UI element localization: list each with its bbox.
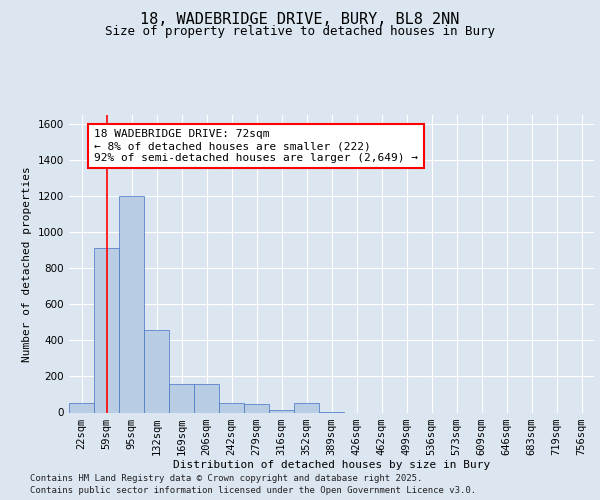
Bar — [119, 196, 144, 412]
Text: Contains public sector information licensed under the Open Government Licence v3: Contains public sector information licen… — [30, 486, 476, 495]
Bar — [294, 404, 319, 412]
Text: Contains HM Land Registry data © Crown copyright and database right 2025.: Contains HM Land Registry data © Crown c… — [30, 474, 422, 483]
Bar — [269, 410, 294, 412]
Text: 18, WADEBRIDGE DRIVE, BURY, BL8 2NN: 18, WADEBRIDGE DRIVE, BURY, BL8 2NN — [140, 12, 460, 28]
Bar — [244, 404, 269, 412]
Bar — [94, 248, 119, 412]
Bar — [194, 384, 219, 412]
Bar — [219, 402, 244, 412]
Text: 18 WADEBRIDGE DRIVE: 72sqm
← 8% of detached houses are smaller (222)
92% of semi: 18 WADEBRIDGE DRIVE: 72sqm ← 8% of detac… — [94, 130, 418, 162]
Bar — [144, 330, 169, 412]
Y-axis label: Number of detached properties: Number of detached properties — [22, 166, 32, 362]
Text: Size of property relative to detached houses in Bury: Size of property relative to detached ho… — [105, 25, 495, 38]
X-axis label: Distribution of detached houses by size in Bury: Distribution of detached houses by size … — [173, 460, 490, 470]
Bar — [69, 404, 94, 412]
Bar — [169, 384, 194, 412]
